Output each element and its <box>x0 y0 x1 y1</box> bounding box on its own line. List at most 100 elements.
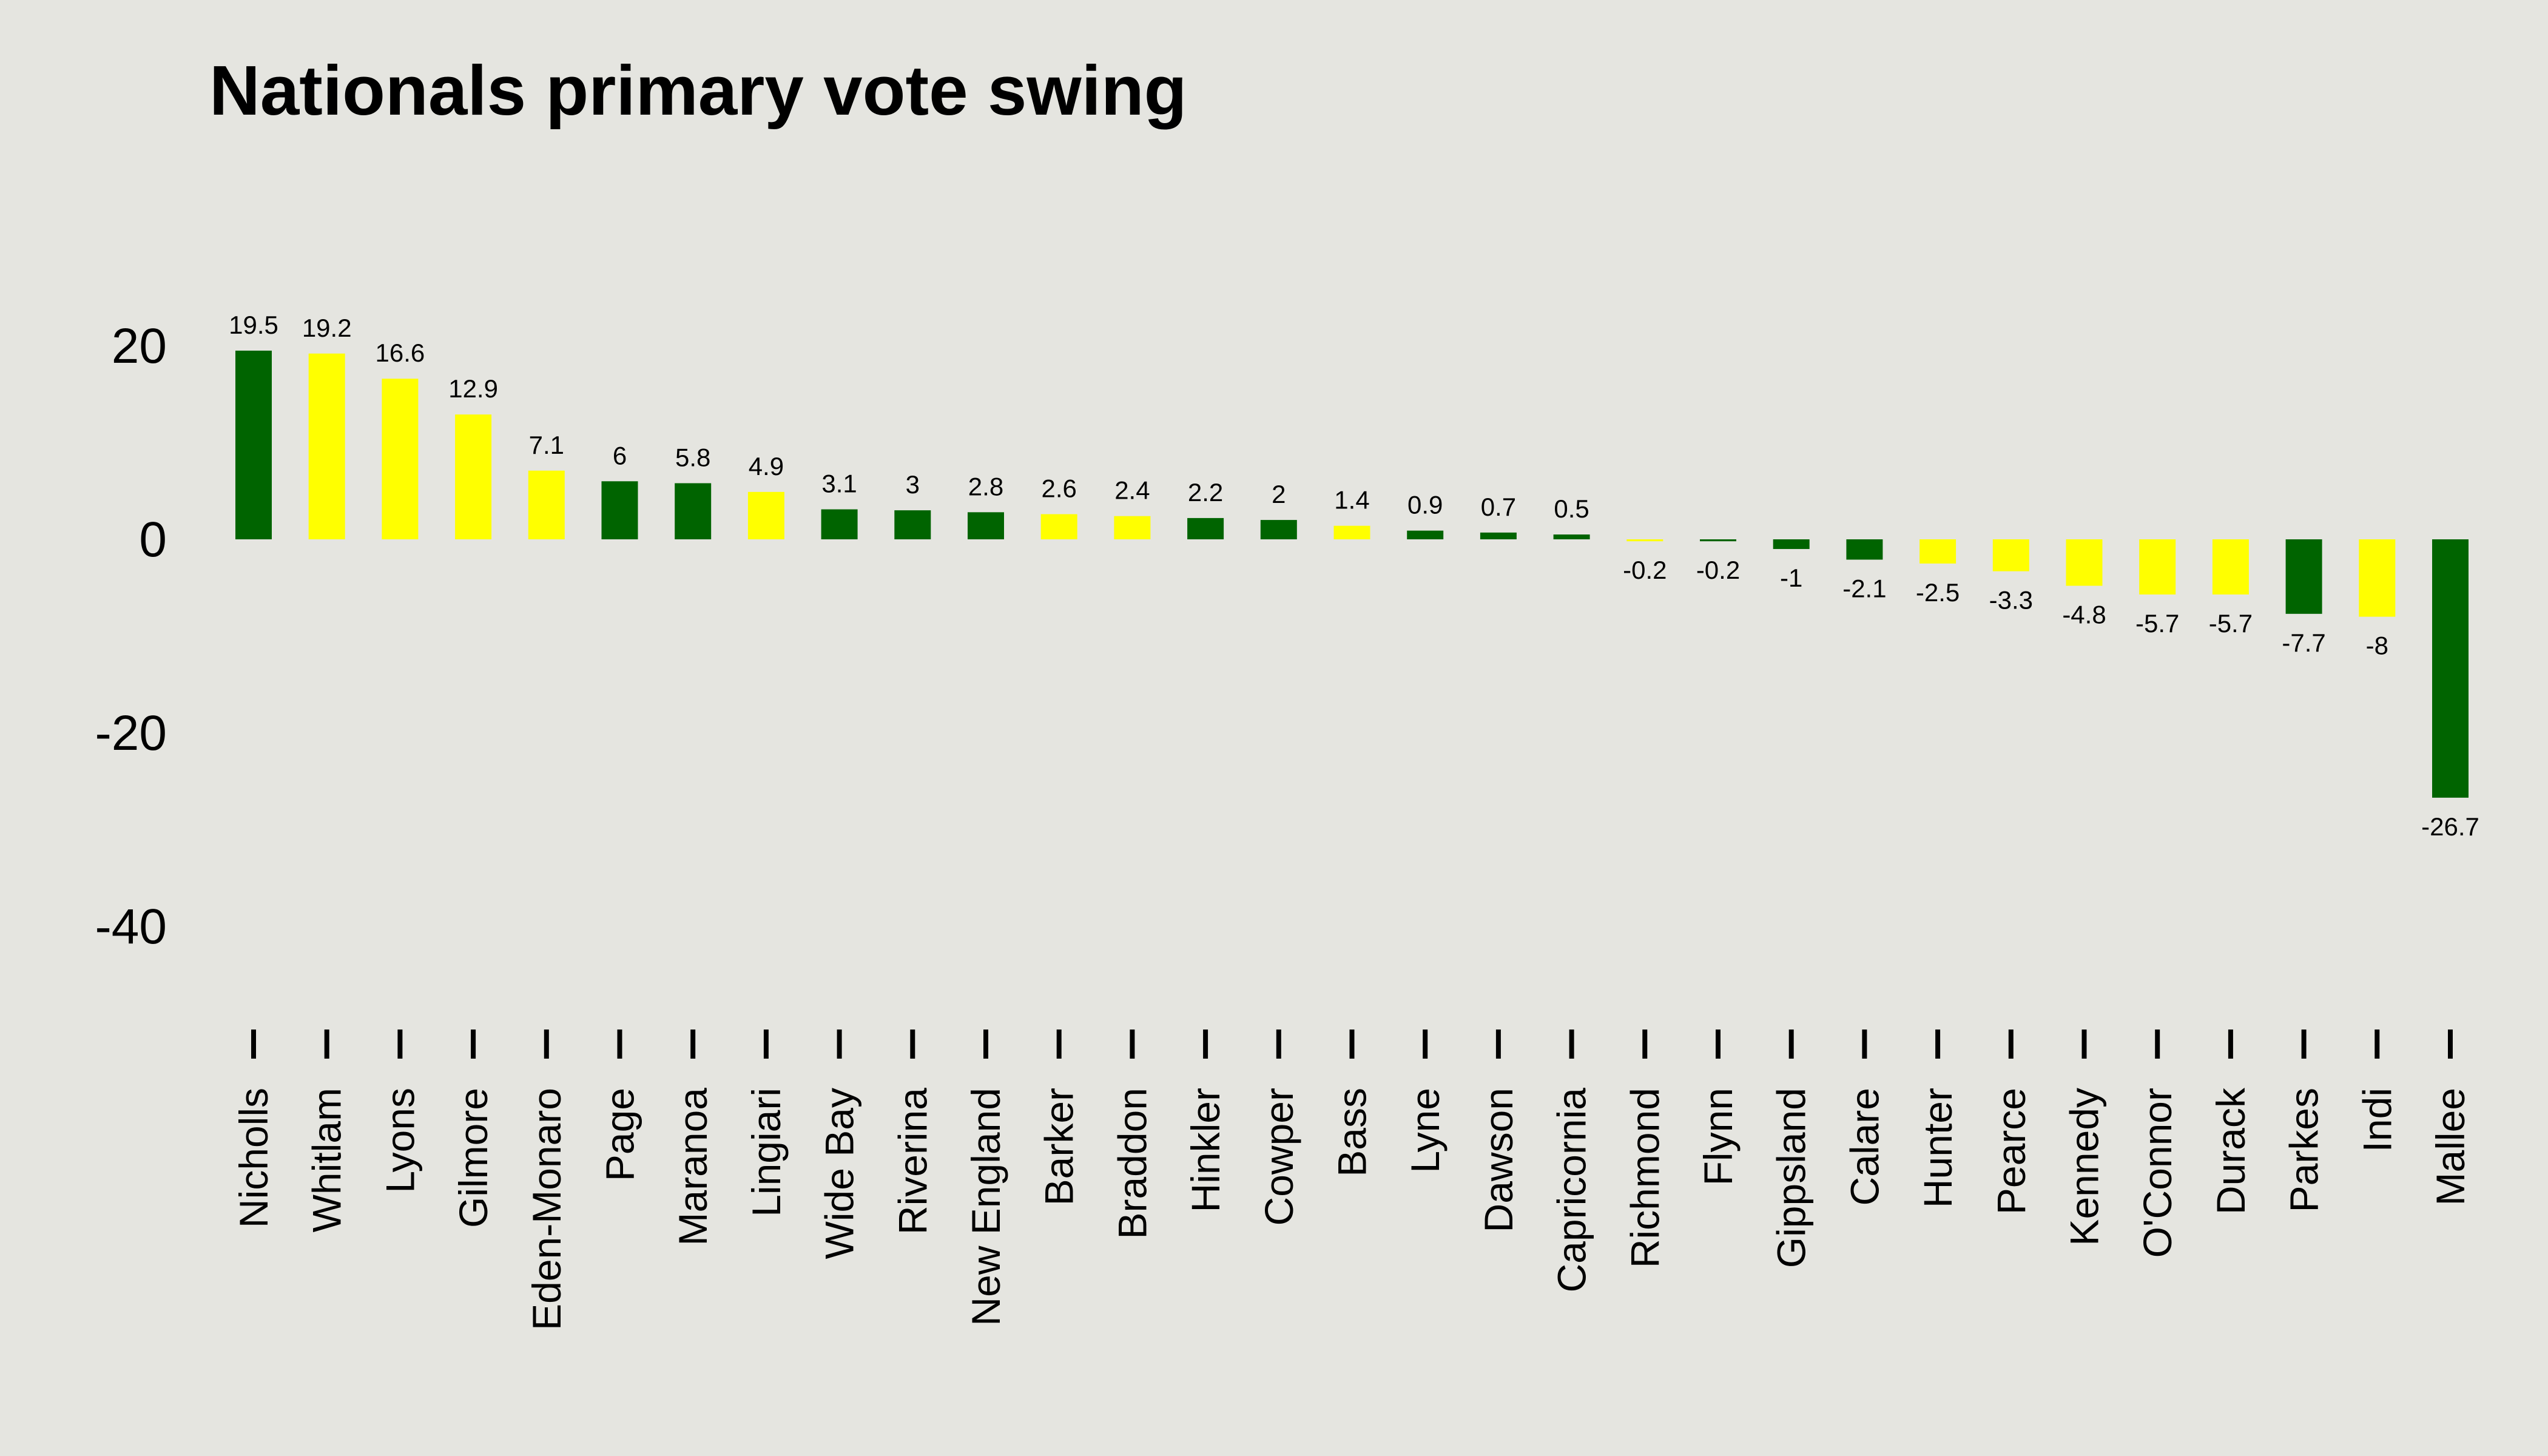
x-tick-label: Riverina <box>890 1088 935 1235</box>
bar <box>455 414 492 539</box>
data-label: -2.1 <box>1842 574 1886 602</box>
y-tick-label: 0 <box>139 512 167 567</box>
data-label: 19.5 <box>229 311 278 339</box>
bar <box>2139 539 2176 595</box>
x-tick-label: Lyne <box>1403 1088 1448 1173</box>
y-tick-label: -40 <box>95 899 167 954</box>
bar <box>2212 539 2249 595</box>
data-label: -0.2 <box>1623 556 1667 584</box>
bar <box>308 353 345 539</box>
bar <box>675 483 712 539</box>
data-label: -26.7 <box>2421 812 2479 841</box>
chart-title: Nationals primary vote swing <box>209 51 1187 130</box>
x-tick-label: Cowper <box>1256 1088 1301 1225</box>
data-labels: 19.5 19.2 16.6 12.9 7.1 6 5.8 4.9 3.1 3 2.8 2.6 2.4 2… <box>229 311 2479 841</box>
x-tick-label: Barker <box>1037 1088 1082 1205</box>
x-tick-label: Page <box>598 1088 642 1181</box>
bar <box>968 512 1004 539</box>
x-tick-label: Kennedy <box>2062 1088 2107 1246</box>
bar <box>1773 539 1810 549</box>
x-tick-label: Mallee <box>2428 1088 2473 1205</box>
bar <box>747 491 784 539</box>
bar <box>821 509 858 539</box>
bar <box>1846 539 1883 560</box>
data-label: -4.8 <box>2062 601 2106 629</box>
bar <box>1260 520 1297 539</box>
data-label: -1 <box>1780 564 1802 592</box>
data-label: 0.7 <box>1481 493 1516 521</box>
bar <box>1992 539 2029 571</box>
y-tick-label: -20 <box>95 706 167 761</box>
data-label: 16.6 <box>376 339 425 367</box>
bar <box>1040 514 1077 539</box>
x-tick-label: Hinkler <box>1183 1088 1228 1212</box>
x-tick-label: Dawson <box>1476 1088 1521 1232</box>
data-label: 1.4 <box>1334 486 1369 514</box>
bar <box>1626 539 1663 542</box>
data-label: 5.8 <box>675 443 710 471</box>
x-tick-label: Hunter <box>1915 1088 1960 1208</box>
bar <box>894 510 931 539</box>
data-label: -5.7 <box>2135 609 2179 638</box>
data-label: 2.4 <box>1114 476 1150 505</box>
data-label: -2.5 <box>1916 578 1960 607</box>
bar <box>2285 539 2322 614</box>
data-label: 0.9 <box>1407 491 1443 519</box>
data-label: 3.1 <box>821 470 857 498</box>
bar <box>1333 525 1370 539</box>
data-label: 19.2 <box>302 314 352 342</box>
x-tick-label: Nicholls <box>231 1088 276 1228</box>
bar <box>382 379 419 539</box>
x-axis: Nicholls Whitlam Lyons Gilmore Eden-Monaro Pa… <box>231 1030 2473 1330</box>
x-tick-label: Bass <box>1330 1088 1375 1177</box>
data-label: 6 <box>613 441 627 470</box>
x-tick-label: Durack <box>2208 1087 2253 1215</box>
x-tick-label: Gippsland <box>1769 1088 1814 1268</box>
data-label: 7.1 <box>529 431 564 459</box>
data-label: 4.9 <box>749 452 784 480</box>
x-tick-label: Lingiari <box>744 1088 789 1217</box>
bar <box>1553 534 1590 539</box>
bar <box>528 470 565 539</box>
data-label: 2.6 <box>1042 474 1077 503</box>
data-label: -5.7 <box>2209 609 2253 638</box>
data-label: 3 <box>906 470 920 499</box>
x-tick-label: Braddon <box>1110 1088 1154 1239</box>
y-tick-label: 20 <box>112 318 167 374</box>
data-label: 2.2 <box>1188 478 1223 507</box>
bar <box>1480 532 1517 539</box>
x-tick-label: Eden-Monaro <box>524 1088 569 1330</box>
x-tick-label: Richmond <box>1622 1088 1667 1268</box>
x-tick-label: Calare <box>1842 1088 1887 1205</box>
x-tick-label: Pearce <box>1989 1088 2034 1215</box>
bar <box>2432 539 2469 798</box>
data-label: -3.3 <box>1989 586 2033 615</box>
x-tick-label: Gilmore <box>451 1088 496 1228</box>
bar <box>1700 539 1736 542</box>
bar <box>601 481 638 539</box>
bars <box>235 350 2469 798</box>
x-tick-label: O'Connor <box>2135 1088 2180 1258</box>
bar <box>1407 530 1444 539</box>
x-tick-label: New England <box>963 1088 1008 1326</box>
data-label: 12.9 <box>448 374 498 403</box>
x-tick-label: Capricornia <box>1549 1088 1594 1293</box>
data-label: 2.8 <box>968 472 1003 500</box>
data-label: -8 <box>2366 632 2388 660</box>
bar <box>2066 539 2103 586</box>
data-label: 0.5 <box>1554 494 1589 523</box>
data-label: 2 <box>1272 480 1286 508</box>
x-tick-label: Indi <box>2354 1088 2399 1152</box>
data-label: -0.2 <box>1696 556 1740 584</box>
x-tick-label: Lyons <box>377 1088 422 1193</box>
bar <box>235 350 272 539</box>
bar <box>1187 517 1224 539</box>
data-label: -7.7 <box>2282 629 2325 657</box>
x-tick-label: Wide Bay <box>817 1088 862 1259</box>
bar <box>1919 539 1956 564</box>
x-tick-label: Parkes <box>2282 1088 2327 1212</box>
x-tick-label: Whitlam <box>305 1088 349 1232</box>
x-tick-label: Flynn <box>1696 1088 1741 1185</box>
bar <box>1114 516 1151 539</box>
